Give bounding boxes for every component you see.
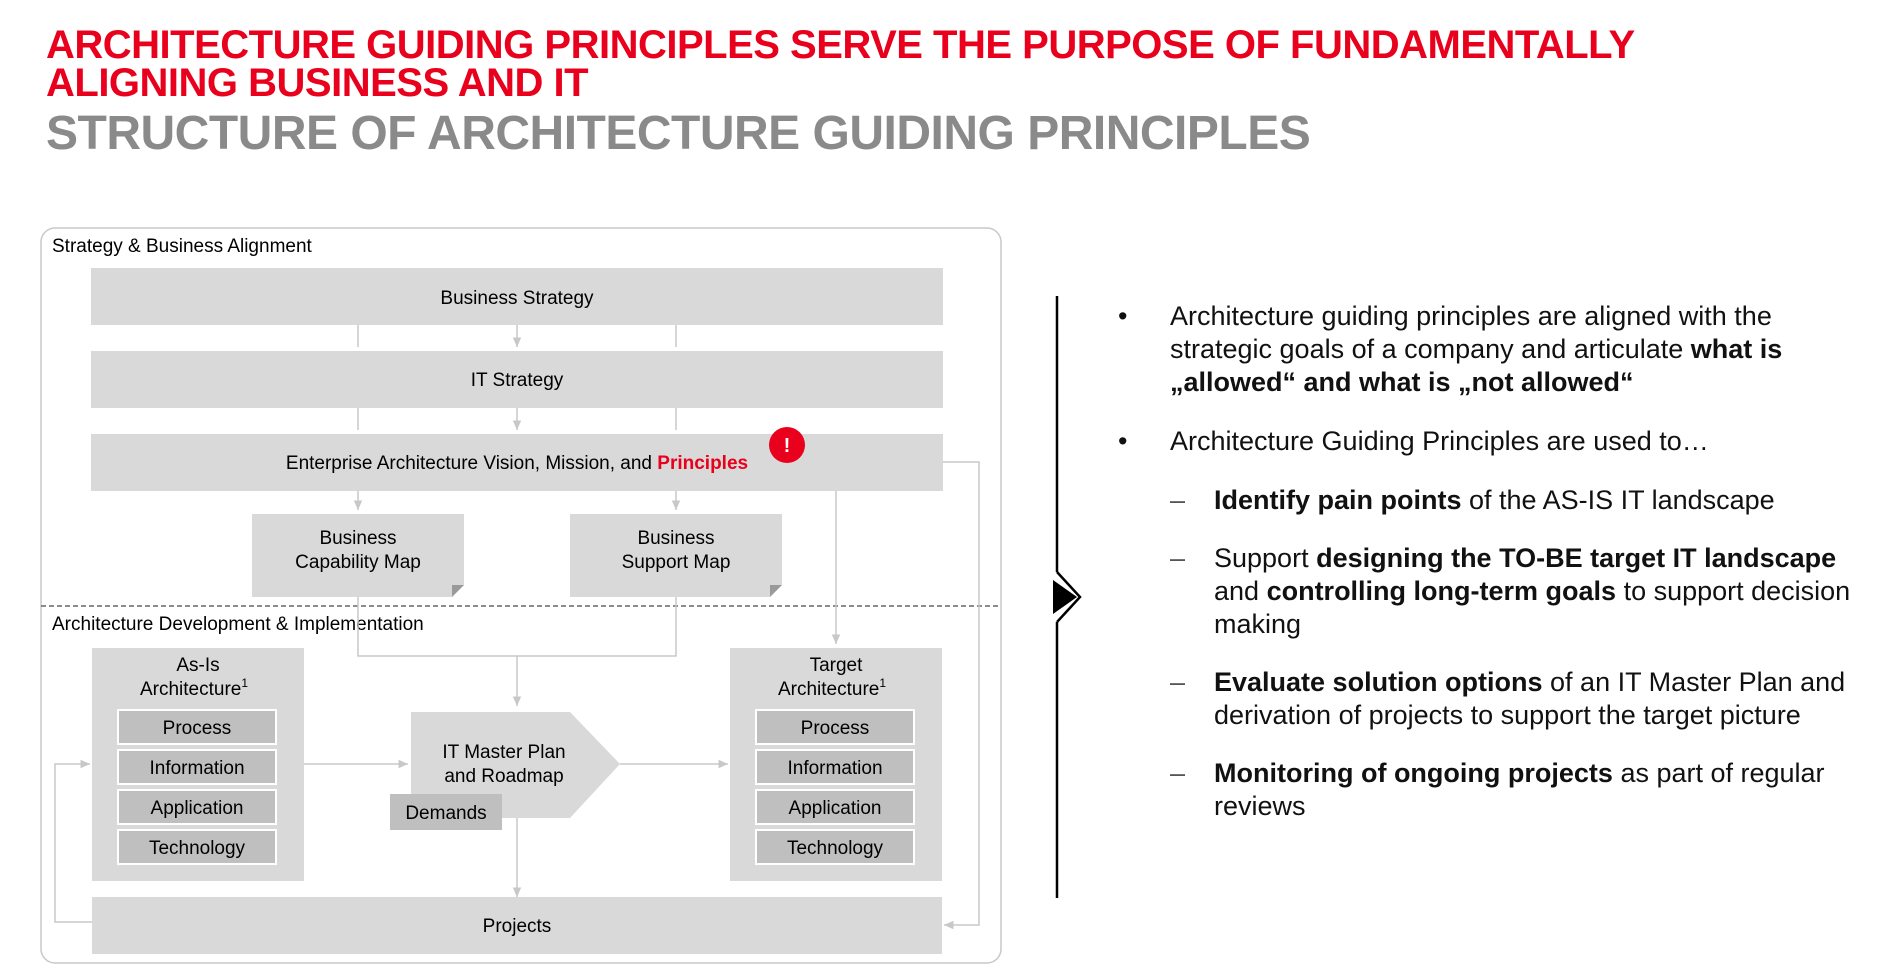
master-plan-label: IT Master Plan and Roadmap bbox=[442, 742, 565, 787]
as-is-layer-technology: Technology bbox=[149, 838, 246, 859]
bullet-text: Architecture guiding principles are alig… bbox=[1170, 301, 1772, 364]
projects-box bbox=[92, 897, 942, 954]
business-strategy-label: Business Strategy bbox=[440, 288, 594, 309]
sub-item-solution-options: – Evaluate solution options of an IT Mas… bbox=[1118, 666, 1878, 732]
sub-text: as part of regular reviews bbox=[1214, 758, 1825, 821]
bullet-mark: • bbox=[1118, 426, 1128, 456]
alert-icon-glyph: ! bbox=[784, 435, 791, 457]
as-is-layer-process-box bbox=[117, 709, 277, 745]
section-label-strategy: Strategy & Business Alignment bbox=[52, 236, 313, 257]
target-layers: Process Information Application Technology bbox=[755, 709, 915, 865]
master-plan-shape bbox=[411, 712, 620, 818]
connectors bbox=[54, 325, 980, 930]
support-map-box bbox=[570, 514, 782, 597]
capability-map-box bbox=[252, 514, 464, 597]
capability-map-label: Business Capability Map bbox=[295, 528, 421, 573]
support-map-label: Business Support Map bbox=[622, 528, 731, 573]
target-layer-process-box bbox=[755, 709, 915, 745]
subtitle: STRUCTURE OF ARCHITECTURE GUIDING PRINCI… bbox=[46, 107, 1311, 160]
target-layer-technology-box bbox=[755, 829, 915, 865]
bullet-aligned-principles: • Architecture guiding principles are al… bbox=[1118, 300, 1878, 399]
dash-mark: – bbox=[1170, 667, 1186, 697]
as-is-layer-information: Information bbox=[149, 758, 244, 779]
as-is-layer-information-box bbox=[117, 749, 277, 785]
ea-vision-text: Enterprise Architecture Vision, Mission,… bbox=[286, 453, 657, 474]
sub-emphasis: controlling long-term goals bbox=[1266, 576, 1617, 606]
sub-emphasis: Evaluate solution options bbox=[1214, 667, 1543, 697]
as-is-layers: Process Information Application Technology bbox=[117, 709, 277, 865]
alert-icon bbox=[769, 427, 805, 463]
sub-item-pain-points: – Identify pain points of the AS-IS IT l… bbox=[1118, 484, 1878, 517]
target-layer-technology: Technology bbox=[787, 838, 884, 859]
dash-mark: – bbox=[1170, 758, 1186, 788]
as-is-layer-application: Application bbox=[151, 798, 244, 819]
target-layer-application-box bbox=[755, 789, 915, 825]
target-layer-information: Information bbox=[787, 758, 882, 779]
chevron-right-icon bbox=[1053, 580, 1077, 614]
sub-item-monitoring: – Monitoring of ongoing projects as part… bbox=[1118, 757, 1878, 823]
as-is-layer-process: Process bbox=[163, 718, 232, 739]
bullet-used-to: • Architecture Guiding Principles are us… bbox=[1118, 425, 1878, 458]
as-is-layer-application-box bbox=[117, 789, 277, 825]
as-is-architecture-label: As-Is Architecture1 bbox=[140, 655, 248, 700]
target-architecture-label: Target Architecture1 bbox=[778, 655, 886, 700]
sub-text: of an IT Master Plan and derivation of p… bbox=[1214, 667, 1846, 730]
sub-emphasis: Monitoring of ongoing projects bbox=[1214, 758, 1613, 788]
it-strategy-box bbox=[91, 351, 943, 408]
demands-label: Demands bbox=[405, 803, 486, 824]
sub-text: and bbox=[1214, 576, 1267, 606]
target-layer-process: Process bbox=[801, 718, 870, 739]
dash-mark: – bbox=[1170, 485, 1186, 515]
capability-map-fold bbox=[452, 585, 464, 597]
sub-emphasis: designing the TO-BE target IT landscape bbox=[1316, 543, 1837, 573]
bullet-text: Architecture Guiding Principles are used… bbox=[1170, 426, 1709, 456]
ea-principles-highlight: Principles bbox=[657, 453, 748, 474]
sub-emphasis: Identify pain points bbox=[1214, 485, 1462, 515]
projects-label: Projects bbox=[483, 916, 552, 937]
business-strategy-box bbox=[91, 268, 943, 325]
target-layer-information-box bbox=[755, 749, 915, 785]
sub-text: Support bbox=[1214, 543, 1317, 573]
main-title-line1: ARCHITECTURE GUIDING PRINCIPLES SERVE TH… bbox=[46, 23, 1635, 67]
dash-mark: – bbox=[1170, 543, 1186, 573]
it-strategy-label: IT Strategy bbox=[471, 370, 564, 391]
sub-item-to-be: – Support designing the TO-BE target IT … bbox=[1118, 542, 1878, 641]
ea-vision-label: Enterprise Architecture Vision, Mission,… bbox=[286, 453, 748, 474]
support-map-fold bbox=[770, 585, 782, 597]
as-is-layer-technology-box bbox=[117, 829, 277, 865]
section-label-development: Architecture Development & Implementatio… bbox=[52, 614, 424, 635]
target-layer-application: Application bbox=[789, 798, 882, 819]
bullet-mark: • bbox=[1118, 301, 1128, 331]
bullet-list: • Architecture guiding principles are al… bbox=[1118, 300, 1878, 848]
sub-text: of the AS-IS IT landscape bbox=[1461, 485, 1775, 515]
bullet-emphasis: what is „allowed“ and what is „not allow… bbox=[1170, 334, 1783, 397]
main-title-line2: ALIGNING BUSINESS AND IT bbox=[46, 61, 589, 105]
demands-box bbox=[390, 794, 502, 830]
main-title: ARCHITECTURE GUIDING PRINCIPLES SERVE TH… bbox=[46, 23, 1806, 105]
sub-text: to support decision making bbox=[1214, 576, 1851, 639]
arrow-divider bbox=[1053, 296, 1082, 898]
